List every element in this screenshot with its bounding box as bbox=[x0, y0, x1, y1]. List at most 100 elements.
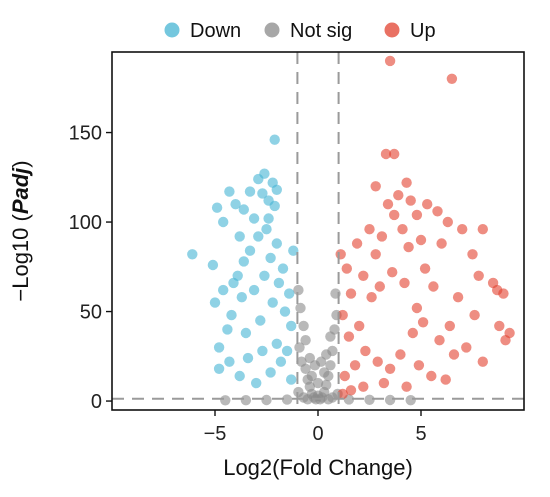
x-tick-label: −5 bbox=[204, 423, 227, 445]
series-not-sig bbox=[220, 284, 416, 406]
point-up bbox=[500, 335, 511, 346]
points-group bbox=[187, 55, 515, 406]
point-down bbox=[265, 367, 276, 378]
point-down bbox=[286, 374, 297, 385]
y-tick-label: 0 bbox=[91, 391, 102, 413]
point-up bbox=[395, 349, 406, 360]
point-down bbox=[226, 309, 237, 321]
point-down bbox=[244, 245, 256, 256]
point-up bbox=[477, 356, 488, 367]
point-down bbox=[222, 324, 233, 335]
point-up bbox=[498, 288, 509, 299]
legend-label-not-sig: Not sig bbox=[290, 20, 352, 42]
point-not-sig bbox=[240, 395, 252, 406]
point-down bbox=[265, 252, 276, 264]
point-down bbox=[187, 249, 198, 260]
point-up bbox=[393, 190, 404, 201]
point-down bbox=[284, 288, 295, 299]
point-not-sig bbox=[293, 284, 304, 296]
point-down bbox=[269, 134, 280, 145]
point-up bbox=[401, 381, 412, 392]
point-up bbox=[384, 363, 396, 374]
point-not-sig bbox=[405, 395, 416, 406]
point-down bbox=[218, 284, 229, 296]
point-down bbox=[240, 327, 252, 339]
point-up bbox=[335, 249, 346, 260]
point-down bbox=[273, 277, 285, 289]
legend-label-down: Down bbox=[190, 20, 241, 42]
point-up bbox=[358, 270, 369, 281]
point-up bbox=[382, 199, 394, 210]
legend-marker-down bbox=[164, 22, 180, 38]
y-tick-label: 150 bbox=[69, 123, 102, 145]
point-not-sig bbox=[321, 349, 332, 360]
point-up bbox=[440, 374, 451, 385]
point-not-sig bbox=[325, 360, 336, 371]
point-up bbox=[467, 249, 478, 260]
point-down bbox=[279, 306, 291, 317]
y-tick-label: 100 bbox=[69, 212, 102, 234]
point-up bbox=[389, 209, 400, 221]
point-down bbox=[211, 202, 223, 213]
point-up bbox=[452, 292, 464, 303]
point-up bbox=[487, 277, 499, 289]
point-down bbox=[224, 186, 235, 197]
point-down bbox=[281, 345, 293, 357]
point-not-sig bbox=[281, 394, 293, 405]
point-not-sig bbox=[364, 394, 375, 405]
point-not-sig bbox=[306, 370, 317, 382]
point-up bbox=[407, 327, 418, 339]
point-down bbox=[275, 356, 287, 367]
point-down bbox=[269, 200, 280, 212]
y-axis-title-suffix: ) bbox=[8, 160, 33, 167]
legend-item-up: Up bbox=[384, 20, 436, 42]
point-down bbox=[207, 259, 219, 271]
point-up bbox=[411, 209, 423, 221]
point-not-sig bbox=[315, 356, 327, 367]
legend: Down Not sig Up bbox=[164, 20, 436, 42]
point-not-sig bbox=[261, 394, 272, 406]
point-not-sig bbox=[319, 367, 330, 378]
point-up bbox=[339, 370, 350, 382]
point-down bbox=[267, 297, 278, 308]
point-up bbox=[415, 234, 427, 246]
point-not-sig bbox=[302, 394, 313, 405]
point-not-sig bbox=[300, 335, 311, 346]
point-down bbox=[213, 363, 225, 374]
point-up bbox=[387, 267, 398, 278]
point-down bbox=[248, 284, 260, 296]
point-up bbox=[411, 302, 423, 314]
point-down bbox=[261, 224, 272, 235]
point-down bbox=[238, 256, 249, 267]
point-up bbox=[494, 320, 505, 332]
point-down bbox=[277, 263, 289, 274]
plot-panel bbox=[112, 52, 524, 410]
series-up bbox=[335, 55, 515, 400]
point-up bbox=[473, 270, 484, 281]
point-up bbox=[360, 345, 371, 357]
point-up bbox=[376, 231, 388, 242]
point-not-sig bbox=[300, 363, 311, 374]
point-down bbox=[253, 231, 264, 242]
point-up bbox=[461, 342, 472, 353]
legend-label-up: Up bbox=[410, 20, 436, 42]
x-axis-title: Log2(Fold Change) bbox=[223, 455, 413, 480]
point-down bbox=[236, 292, 247, 303]
point-down bbox=[255, 315, 266, 326]
point-down bbox=[238, 204, 249, 215]
point-up bbox=[337, 388, 348, 400]
legend-item-not-sig: Not sig bbox=[264, 20, 352, 42]
point-not-sig bbox=[220, 395, 231, 406]
point-not-sig bbox=[295, 302, 306, 314]
point-down bbox=[286, 320, 297, 332]
point-down bbox=[230, 199, 241, 210]
point-up bbox=[426, 370, 437, 382]
point-up bbox=[413, 360, 425, 371]
legend-marker-not-sig bbox=[264, 22, 280, 38]
point-down bbox=[228, 277, 239, 289]
point-up bbox=[405, 195, 416, 206]
point-not-sig bbox=[294, 342, 305, 353]
